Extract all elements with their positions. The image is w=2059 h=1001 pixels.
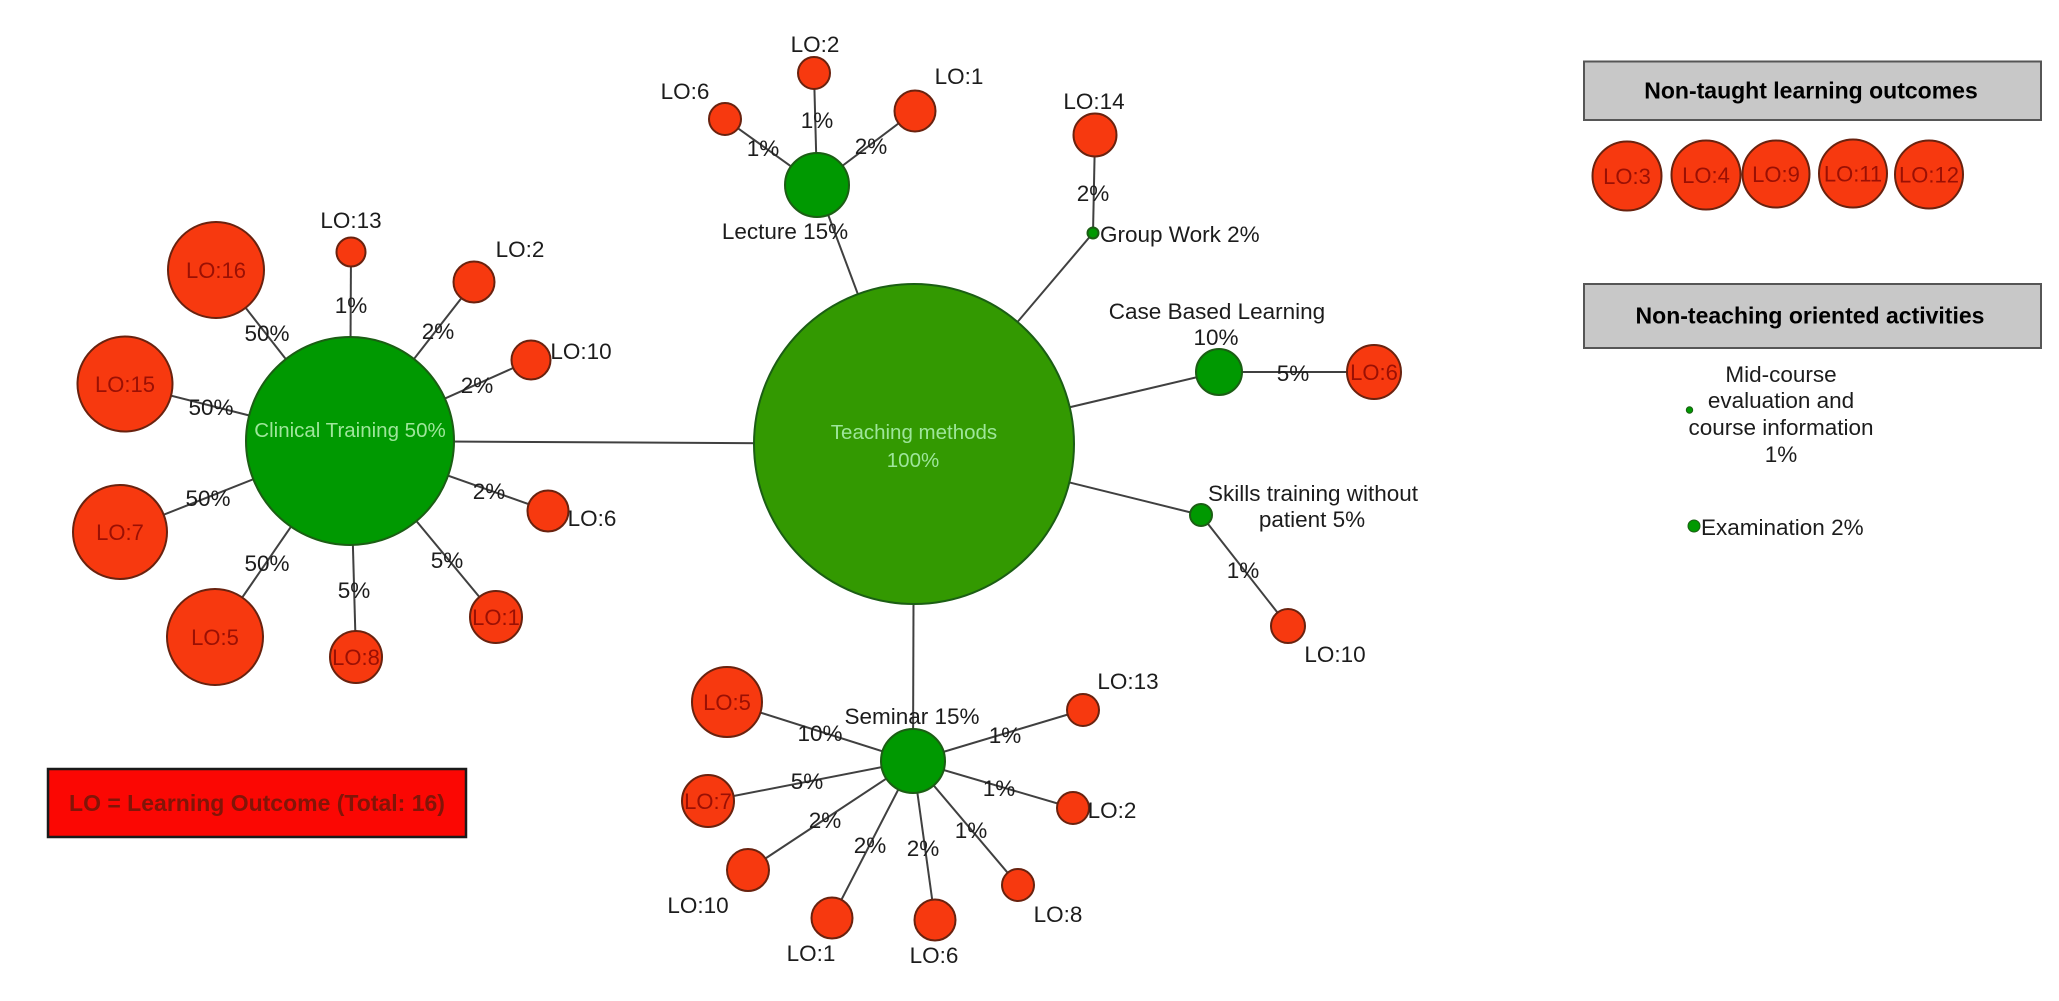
svg-text:2%: 2%: [422, 319, 455, 344]
svg-text:LO:7: LO:7: [684, 789, 732, 814]
svg-text:Teaching methods: Teaching methods: [831, 421, 997, 444]
svg-text:Seminar 15%: Seminar 15%: [844, 704, 979, 729]
svg-text:course information: course information: [1688, 415, 1873, 440]
svg-text:1%: 1%: [335, 293, 368, 318]
svg-text:5%: 5%: [338, 578, 371, 603]
svg-text:50%: 50%: [244, 321, 289, 346]
svg-text:LO:6: LO:6: [1350, 360, 1398, 385]
svg-text:2%: 2%: [854, 833, 887, 858]
svg-text:LO:5: LO:5: [703, 690, 751, 715]
svg-text:LO:8: LO:8: [1034, 902, 1083, 927]
svg-text:LO:2: LO:2: [791, 32, 840, 57]
svg-text:Mid-course: Mid-course: [1725, 362, 1836, 387]
svg-text:Clinical Training 50%: Clinical Training 50%: [254, 419, 445, 442]
svg-text:1%: 1%: [955, 818, 988, 843]
svg-text:5%: 5%: [791, 769, 824, 794]
svg-text:2%: 2%: [855, 134, 888, 159]
svg-text:LO:13: LO:13: [1097, 669, 1158, 694]
svg-text:LO:16: LO:16: [186, 258, 246, 283]
svg-text:LO:10: LO:10: [550, 339, 611, 364]
svg-text:50%: 50%: [188, 395, 233, 420]
svg-text:LO:5: LO:5: [191, 625, 239, 650]
svg-text:LO:10: LO:10: [667, 893, 728, 918]
svg-text:50%: 50%: [244, 551, 289, 576]
svg-text:10%: 10%: [1193, 325, 1238, 350]
svg-text:2%: 2%: [1077, 181, 1110, 206]
svg-text:5%: 5%: [1277, 361, 1310, 386]
svg-text:LO:13: LO:13: [320, 208, 381, 233]
svg-text:Case Based Learning: Case Based Learning: [1109, 299, 1325, 324]
svg-text:patient 5%: patient 5%: [1259, 507, 1365, 532]
svg-text:evaluation and: evaluation and: [1708, 388, 1854, 413]
svg-text:LO:3: LO:3: [1603, 164, 1651, 189]
svg-text:2%: 2%: [461, 373, 494, 398]
svg-text:LO = Learning Outcome (Total:: LO = Learning Outcome (Total: 16): [69, 790, 445, 816]
svg-text:Non-taught learning outcomes: Non-taught learning outcomes: [1644, 78, 1978, 104]
svg-text:LO:15: LO:15: [95, 372, 155, 397]
svg-text:5%: 5%: [431, 548, 464, 573]
svg-text:Lecture 15%: Lecture 15%: [722, 219, 848, 244]
svg-text:LO:2: LO:2: [1088, 798, 1137, 823]
svg-text:2%: 2%: [809, 808, 842, 833]
svg-text:100%: 100%: [887, 449, 939, 472]
svg-text:LO:8: LO:8: [332, 645, 380, 670]
svg-text:LO:14: LO:14: [1063, 89, 1124, 114]
svg-text:LO:6: LO:6: [661, 79, 710, 104]
svg-text:Skills training without: Skills training without: [1208, 481, 1419, 506]
svg-text:LO:6: LO:6: [910, 943, 959, 968]
svg-text:LO:6: LO:6: [568, 506, 617, 531]
svg-text:1%: 1%: [1765, 442, 1798, 467]
svg-text:LO:7: LO:7: [96, 520, 144, 545]
svg-text:LO:1: LO:1: [935, 64, 984, 89]
svg-text:LO:11: LO:11: [1824, 162, 1882, 187]
svg-text:10%: 10%: [797, 721, 842, 746]
svg-text:LO:1: LO:1: [472, 605, 520, 630]
svg-text:2%: 2%: [907, 836, 940, 861]
svg-text:Non-teaching oriented activiti: Non-teaching oriented activities: [1636, 303, 1985, 329]
svg-text:1%: 1%: [801, 108, 834, 133]
svg-text:50%: 50%: [185, 486, 230, 511]
svg-text:2%: 2%: [473, 479, 506, 504]
svg-text:LO:2: LO:2: [496, 237, 545, 262]
svg-text:LO:1: LO:1: [787, 941, 836, 966]
svg-text:LO:4: LO:4: [1682, 163, 1730, 188]
svg-text:LO:9: LO:9: [1752, 162, 1800, 187]
svg-text:1%: 1%: [983, 776, 1016, 801]
svg-text:1%: 1%: [747, 136, 780, 161]
svg-text:LO:12: LO:12: [1899, 163, 1959, 188]
svg-text:Examination 2%: Examination 2%: [1701, 515, 1864, 540]
svg-text:1%: 1%: [989, 723, 1022, 748]
svg-text:1%: 1%: [1227, 558, 1260, 583]
svg-text:LO:10: LO:10: [1304, 642, 1365, 667]
svg-text:Group Work 2%: Group Work 2%: [1100, 222, 1260, 247]
